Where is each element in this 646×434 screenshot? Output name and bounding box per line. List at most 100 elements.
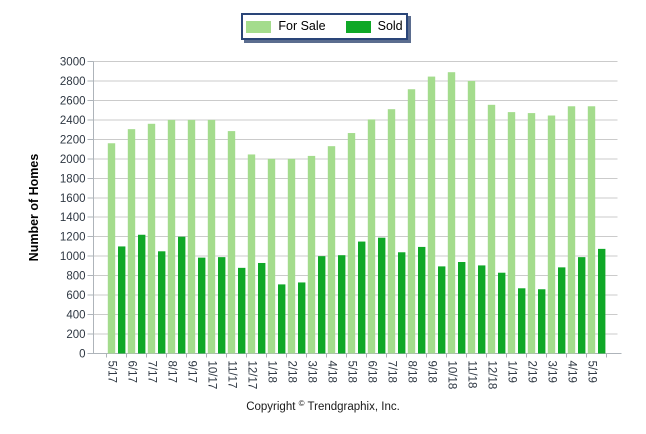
bar-for-sale xyxy=(267,158,276,354)
bar-for-sale xyxy=(407,89,416,354)
x-tick-label: 4/18 xyxy=(326,361,338,383)
bar-for-sale xyxy=(367,119,376,354)
bar-sold xyxy=(278,284,286,354)
x-tick-label: 8/18 xyxy=(406,361,418,383)
bar-for-sale xyxy=(467,80,476,354)
bar-sold xyxy=(558,267,566,354)
bar-for-sale xyxy=(147,123,156,354)
bar-sold xyxy=(498,272,506,354)
bar-sold xyxy=(458,262,466,354)
copyright-symbol-icon: © xyxy=(298,399,305,408)
x-tick-label: 6/18 xyxy=(366,361,378,383)
bar-sold xyxy=(478,265,486,354)
y-tick-label: 1600 xyxy=(60,193,86,205)
bar-sold xyxy=(538,289,546,354)
bar-for-sale xyxy=(247,154,256,354)
y-tick-label: 1400 xyxy=(60,212,86,224)
bar-for-sale xyxy=(307,155,316,354)
y-tick-label: 2200 xyxy=(60,134,86,146)
y-tick-label: 1800 xyxy=(60,173,86,185)
bar-sold xyxy=(198,257,206,354)
y-tick-label: 2400 xyxy=(60,115,86,127)
x-tick-label: 1/19 xyxy=(506,361,518,383)
x-tick-label: 10/18 xyxy=(446,361,458,390)
bar-for-sale xyxy=(587,106,596,354)
bar-sold xyxy=(518,288,526,354)
x-tick-label: 12/17 xyxy=(246,361,258,390)
bar-for-sale xyxy=(447,72,456,354)
bar-for-sale xyxy=(427,76,436,354)
bar-chart-svg: 0 200 400 600 800 1000 1200 1400 1600 1800 2000 220… xyxy=(27,57,622,390)
legend-item-for-sale: For Sale xyxy=(246,19,326,34)
legend-swatch-for-sale xyxy=(246,20,272,33)
bar-sold xyxy=(338,255,346,354)
x-tick-label: 3/18 xyxy=(306,361,318,383)
bar-for-sale xyxy=(167,119,176,354)
bar-for-sale xyxy=(547,115,556,354)
bar-for-sale xyxy=(287,158,296,354)
x-tick-label: 4/19 xyxy=(566,361,578,383)
x-tick-label: 7/18 xyxy=(386,361,398,383)
y-tick-label: 1000 xyxy=(60,251,86,263)
bar-sold xyxy=(298,282,306,354)
copyright-company: Trendgraphix, Inc. xyxy=(307,401,400,413)
bar-for-sale xyxy=(187,119,196,354)
bar-for-sale xyxy=(207,119,216,354)
x-tick-label: 3/19 xyxy=(546,361,558,383)
bar-for-sale xyxy=(527,113,536,354)
legend-label-for-sale: For Sale xyxy=(278,19,326,34)
bar-sold xyxy=(158,251,166,354)
x-tick-label: 9/17 xyxy=(186,361,198,383)
legend-label-sold: Sold xyxy=(377,19,403,34)
bar-for-sale xyxy=(127,129,136,354)
bar-for-sale xyxy=(487,104,496,354)
bar-sold xyxy=(438,266,446,354)
x-tick-label: 5/19 xyxy=(586,361,598,383)
bar-for-sale xyxy=(227,131,236,354)
bar-sold xyxy=(178,236,186,354)
y-tick-label: 200 xyxy=(66,329,85,341)
bar-sold xyxy=(258,262,266,354)
y-tick-label: 2800 xyxy=(60,76,86,88)
x-tick-label: 10/17 xyxy=(206,361,218,390)
bar-sold xyxy=(378,237,386,354)
bar-sold xyxy=(218,257,226,354)
x-tick-label: 11/17 xyxy=(226,361,238,389)
legend: For Sale Sold xyxy=(241,13,408,40)
bar-sold xyxy=(138,234,146,354)
bar-sold xyxy=(598,248,606,354)
copyright-text: Copyright © Trendgraphix, Inc. xyxy=(0,399,646,413)
bar-for-sale xyxy=(327,146,336,354)
legend-swatch-sold xyxy=(345,20,371,33)
x-tick-label: 7/17 xyxy=(146,361,158,383)
y-tick-label: 800 xyxy=(66,271,85,283)
x-tick-label: 2/18 xyxy=(286,361,298,383)
bar-sold xyxy=(118,246,126,354)
copyright-prefix: Copyright xyxy=(246,401,296,413)
x-tick-label: 5/17 xyxy=(106,361,118,383)
x-tick-label: 5/18 xyxy=(346,361,358,383)
x-tick-label: 1/18 xyxy=(266,361,278,383)
bar-for-sale xyxy=(567,106,576,354)
bar-sold xyxy=(358,241,366,354)
x-tick-label: 12/18 xyxy=(486,361,498,390)
y-tick-label: 3000 xyxy=(60,57,86,69)
bar-for-sale xyxy=(347,133,356,354)
x-tick-label: 9/18 xyxy=(426,361,438,383)
y-axis-title: Number of Homes xyxy=(27,154,41,262)
y-tick-label: 2000 xyxy=(60,154,86,166)
bar-sold xyxy=(578,257,586,354)
x-tick-label: 6/17 xyxy=(126,361,138,383)
bar-sold xyxy=(418,246,426,354)
bar-sold xyxy=(398,252,406,354)
x-tick-label: 2/19 xyxy=(526,361,538,383)
y-tick-label: 0 xyxy=(79,349,85,361)
y-tick-label: 2600 xyxy=(60,95,86,107)
bar-sold xyxy=(318,256,326,354)
bar-for-sale xyxy=(507,112,516,354)
y-tick-label: 400 xyxy=(66,310,85,322)
bar-for-sale xyxy=(107,143,116,354)
x-tick-label: 8/17 xyxy=(166,361,178,383)
x-tick-label: 11/18 xyxy=(466,361,478,389)
